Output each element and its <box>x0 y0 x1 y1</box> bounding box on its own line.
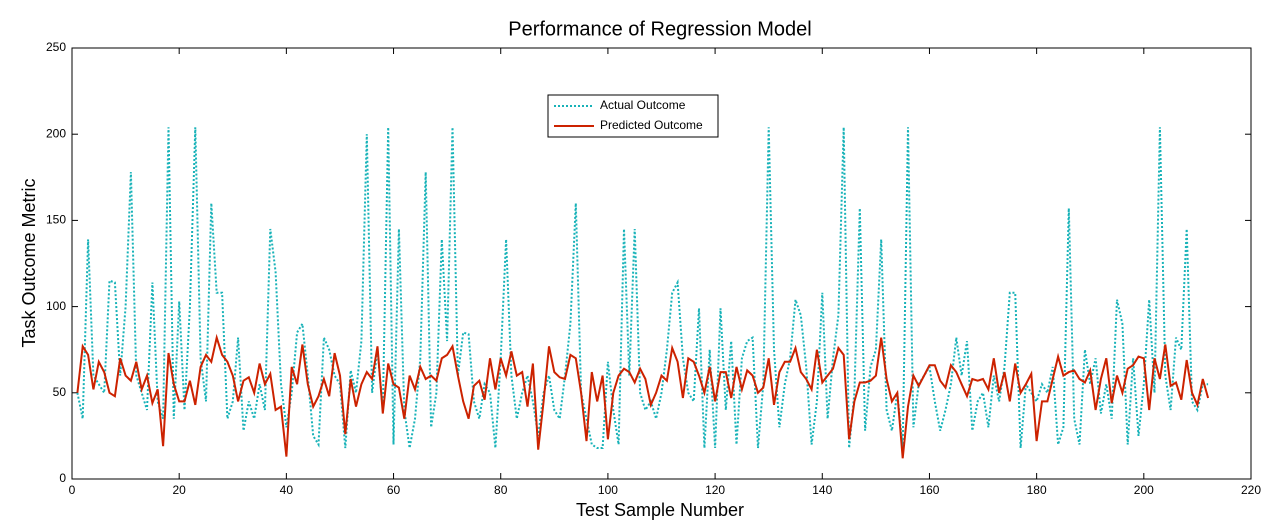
series-line <box>76 333 1210 459</box>
y-axis-label: Task Outcome Metric <box>19 178 39 347</box>
x-tick-label: 40 <box>280 483 294 497</box>
series-line <box>76 127 1209 449</box>
y-tick-label: 250 <box>46 40 66 54</box>
x-tick-label: 60 <box>387 483 401 497</box>
x-tick-label: 0 <box>69 483 76 497</box>
x-tick-label: 120 <box>705 483 725 497</box>
chart-title: Performance of Regression Model <box>508 18 811 40</box>
x-tick-label: 180 <box>1027 483 1047 497</box>
x-tick-label: 20 <box>173 483 187 497</box>
legend-label: Actual Outcome <box>600 98 686 112</box>
y-tick-label: 0 <box>59 471 66 485</box>
y-tick-label: 200 <box>46 126 66 140</box>
x-tick-label: 140 <box>812 483 832 497</box>
y-tick-label: 150 <box>46 213 66 227</box>
legend-label: Predicted Outcome <box>600 118 703 132</box>
x-axis-label: Test Sample Number <box>576 500 744 520</box>
y-tick-label: 50 <box>53 385 67 399</box>
x-tick-label: 200 <box>1134 483 1154 497</box>
x-tick-label: 220 <box>1241 483 1261 497</box>
legend-box <box>547 94 719 138</box>
x-tick-label: 160 <box>919 483 939 497</box>
x-tick-label: 80 <box>494 483 508 497</box>
x-tick-label: 100 <box>598 483 618 497</box>
y-tick-label: 100 <box>46 299 66 313</box>
